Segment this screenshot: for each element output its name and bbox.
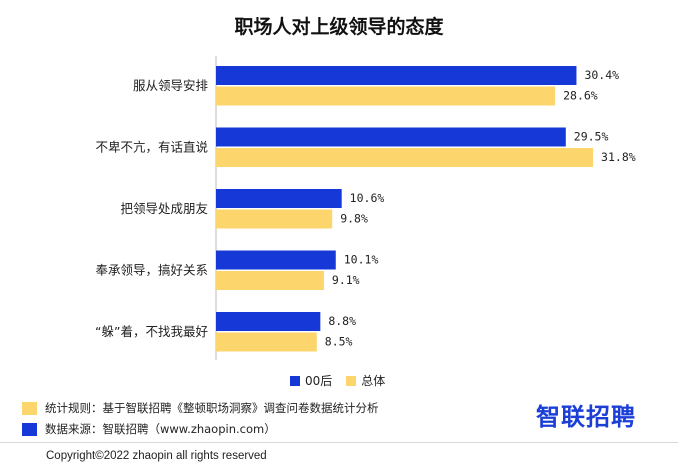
data-label: 8.8% <box>328 314 356 328</box>
data-label: 10.6% <box>350 191 385 205</box>
note-source-marker <box>22 423 37 436</box>
bar-00hou <box>216 189 342 208</box>
legend-label-overall: 总体 <box>361 374 386 388</box>
legend-swatch-blue <box>290 375 300 386</box>
category-label: 奉承领导，搞好关系 <box>95 262 208 277</box>
data-label: 30.4% <box>584 68 619 82</box>
divider <box>0 442 678 443</box>
bar-overall <box>216 271 324 290</box>
note-rule-text: 统计规则：基于智联招聘《整顿职场洞察》调查问卷数据统计分析 <box>45 401 379 415</box>
data-label: 29.5% <box>574 130 609 144</box>
bar-overall <box>216 209 333 229</box>
bar-00hou <box>216 250 336 270</box>
bar-00hou <box>216 66 577 85</box>
notes: 统计规则：基于智联招聘《整顿职场洞察》调查问卷数据统计分析 数据来源：智联招聘（… <box>22 398 379 440</box>
bar-chart: 服从领导安排 30.4% 28.6% 不卑不亢，有话直说 29.5% 31.8% 把领导处成… <box>95 56 636 360</box>
copyright-text: Copyright©2022 zhaopin all rights reserv… <box>46 450 267 462</box>
bar-overall <box>216 86 556 106</box>
chart-title: 职场人对上级领导的态度 <box>234 16 444 38</box>
category-label: 不卑不亢，有话直说 <box>95 139 208 154</box>
legend-label-00hou: 00后 <box>305 374 333 388</box>
data-label: 10.1% <box>344 253 379 267</box>
note-source-text: 数据来源：智联招聘（www.zhaopin.com） <box>45 422 276 436</box>
category-label: “躲”着，不找我最好 <box>95 324 208 339</box>
bar-overall <box>216 332 317 352</box>
note-rule: 统计规则：基于智联招聘《整顿职场洞察》调查问卷数据统计分析 <box>22 398 379 419</box>
chart-legend: 00后 总体 <box>290 372 385 389</box>
data-label: 9.1% <box>332 273 360 287</box>
data-label: 9.8% <box>340 212 368 226</box>
category-label: 把领导处成朋友 <box>120 201 208 216</box>
bar-overall <box>216 148 594 167</box>
legend-item-00hou: 00后 <box>290 372 332 389</box>
bar-00hou <box>216 312 321 331</box>
legend-swatch-yellow <box>346 375 357 386</box>
bar-00hou <box>216 127 566 147</box>
data-label: 28.6% <box>563 89 598 103</box>
note-source: 数据来源：智联招聘（www.zhaopin.com） <box>22 419 379 440</box>
data-label: 31.8% <box>601 150 636 164</box>
category-label: 服从领导安排 <box>133 78 209 93</box>
legend-item-overall: 总体 <box>346 372 385 389</box>
note-rule-marker <box>22 402 37 415</box>
data-label: 8.5% <box>325 335 353 349</box>
brand-logo: 智联招聘 <box>536 403 636 431</box>
